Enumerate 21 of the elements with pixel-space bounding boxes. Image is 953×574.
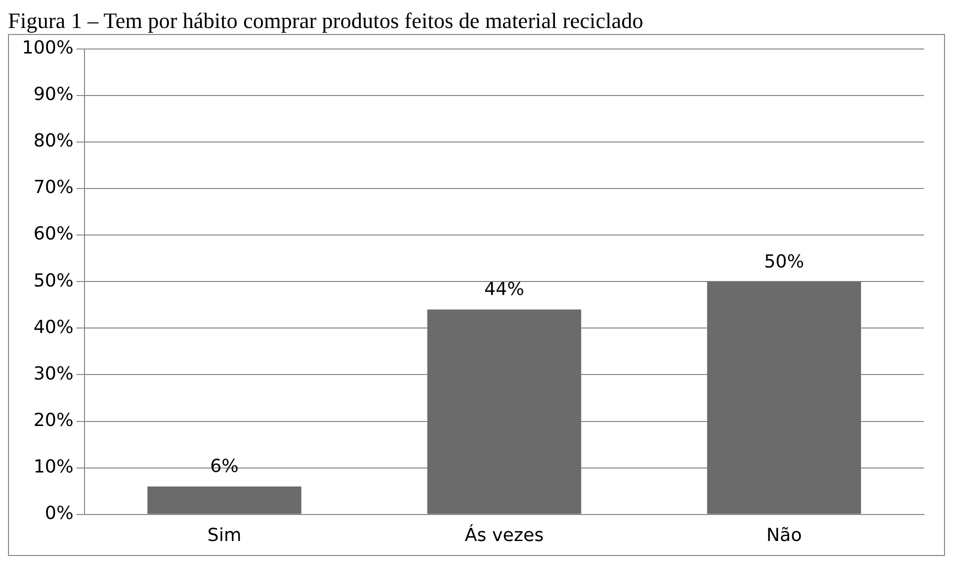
y-tick-label: 90% [33,84,74,106]
y-tick-label: 100% [22,37,74,58]
data-label: 6% [210,456,239,478]
data-label: 44% [484,279,524,300]
x-tick-label: Não [766,524,802,546]
x-tick-label: Ás vezes [464,524,544,546]
chart-title: Figura 1 – Tem por hábito comprar produtos feitos de material reciclado [8,8,644,34]
bar [427,310,582,514]
y-tick-label: 70% [33,177,74,198]
y-tick-label: 0% [44,503,74,524]
y-tick-label: 60% [33,224,74,245]
y-tick-label: 30% [33,363,74,384]
y-tick-label: 40% [33,316,74,338]
bar [147,486,302,514]
y-tick-label: 20% [33,410,74,431]
x-tick-label: Sim [207,524,242,546]
bar [707,282,862,514]
y-tick-label: 10% [33,456,74,478]
y-tick-label: 50% [33,270,74,292]
y-tick-label: 80% [33,130,74,152]
data-label: 50% [764,251,804,272]
